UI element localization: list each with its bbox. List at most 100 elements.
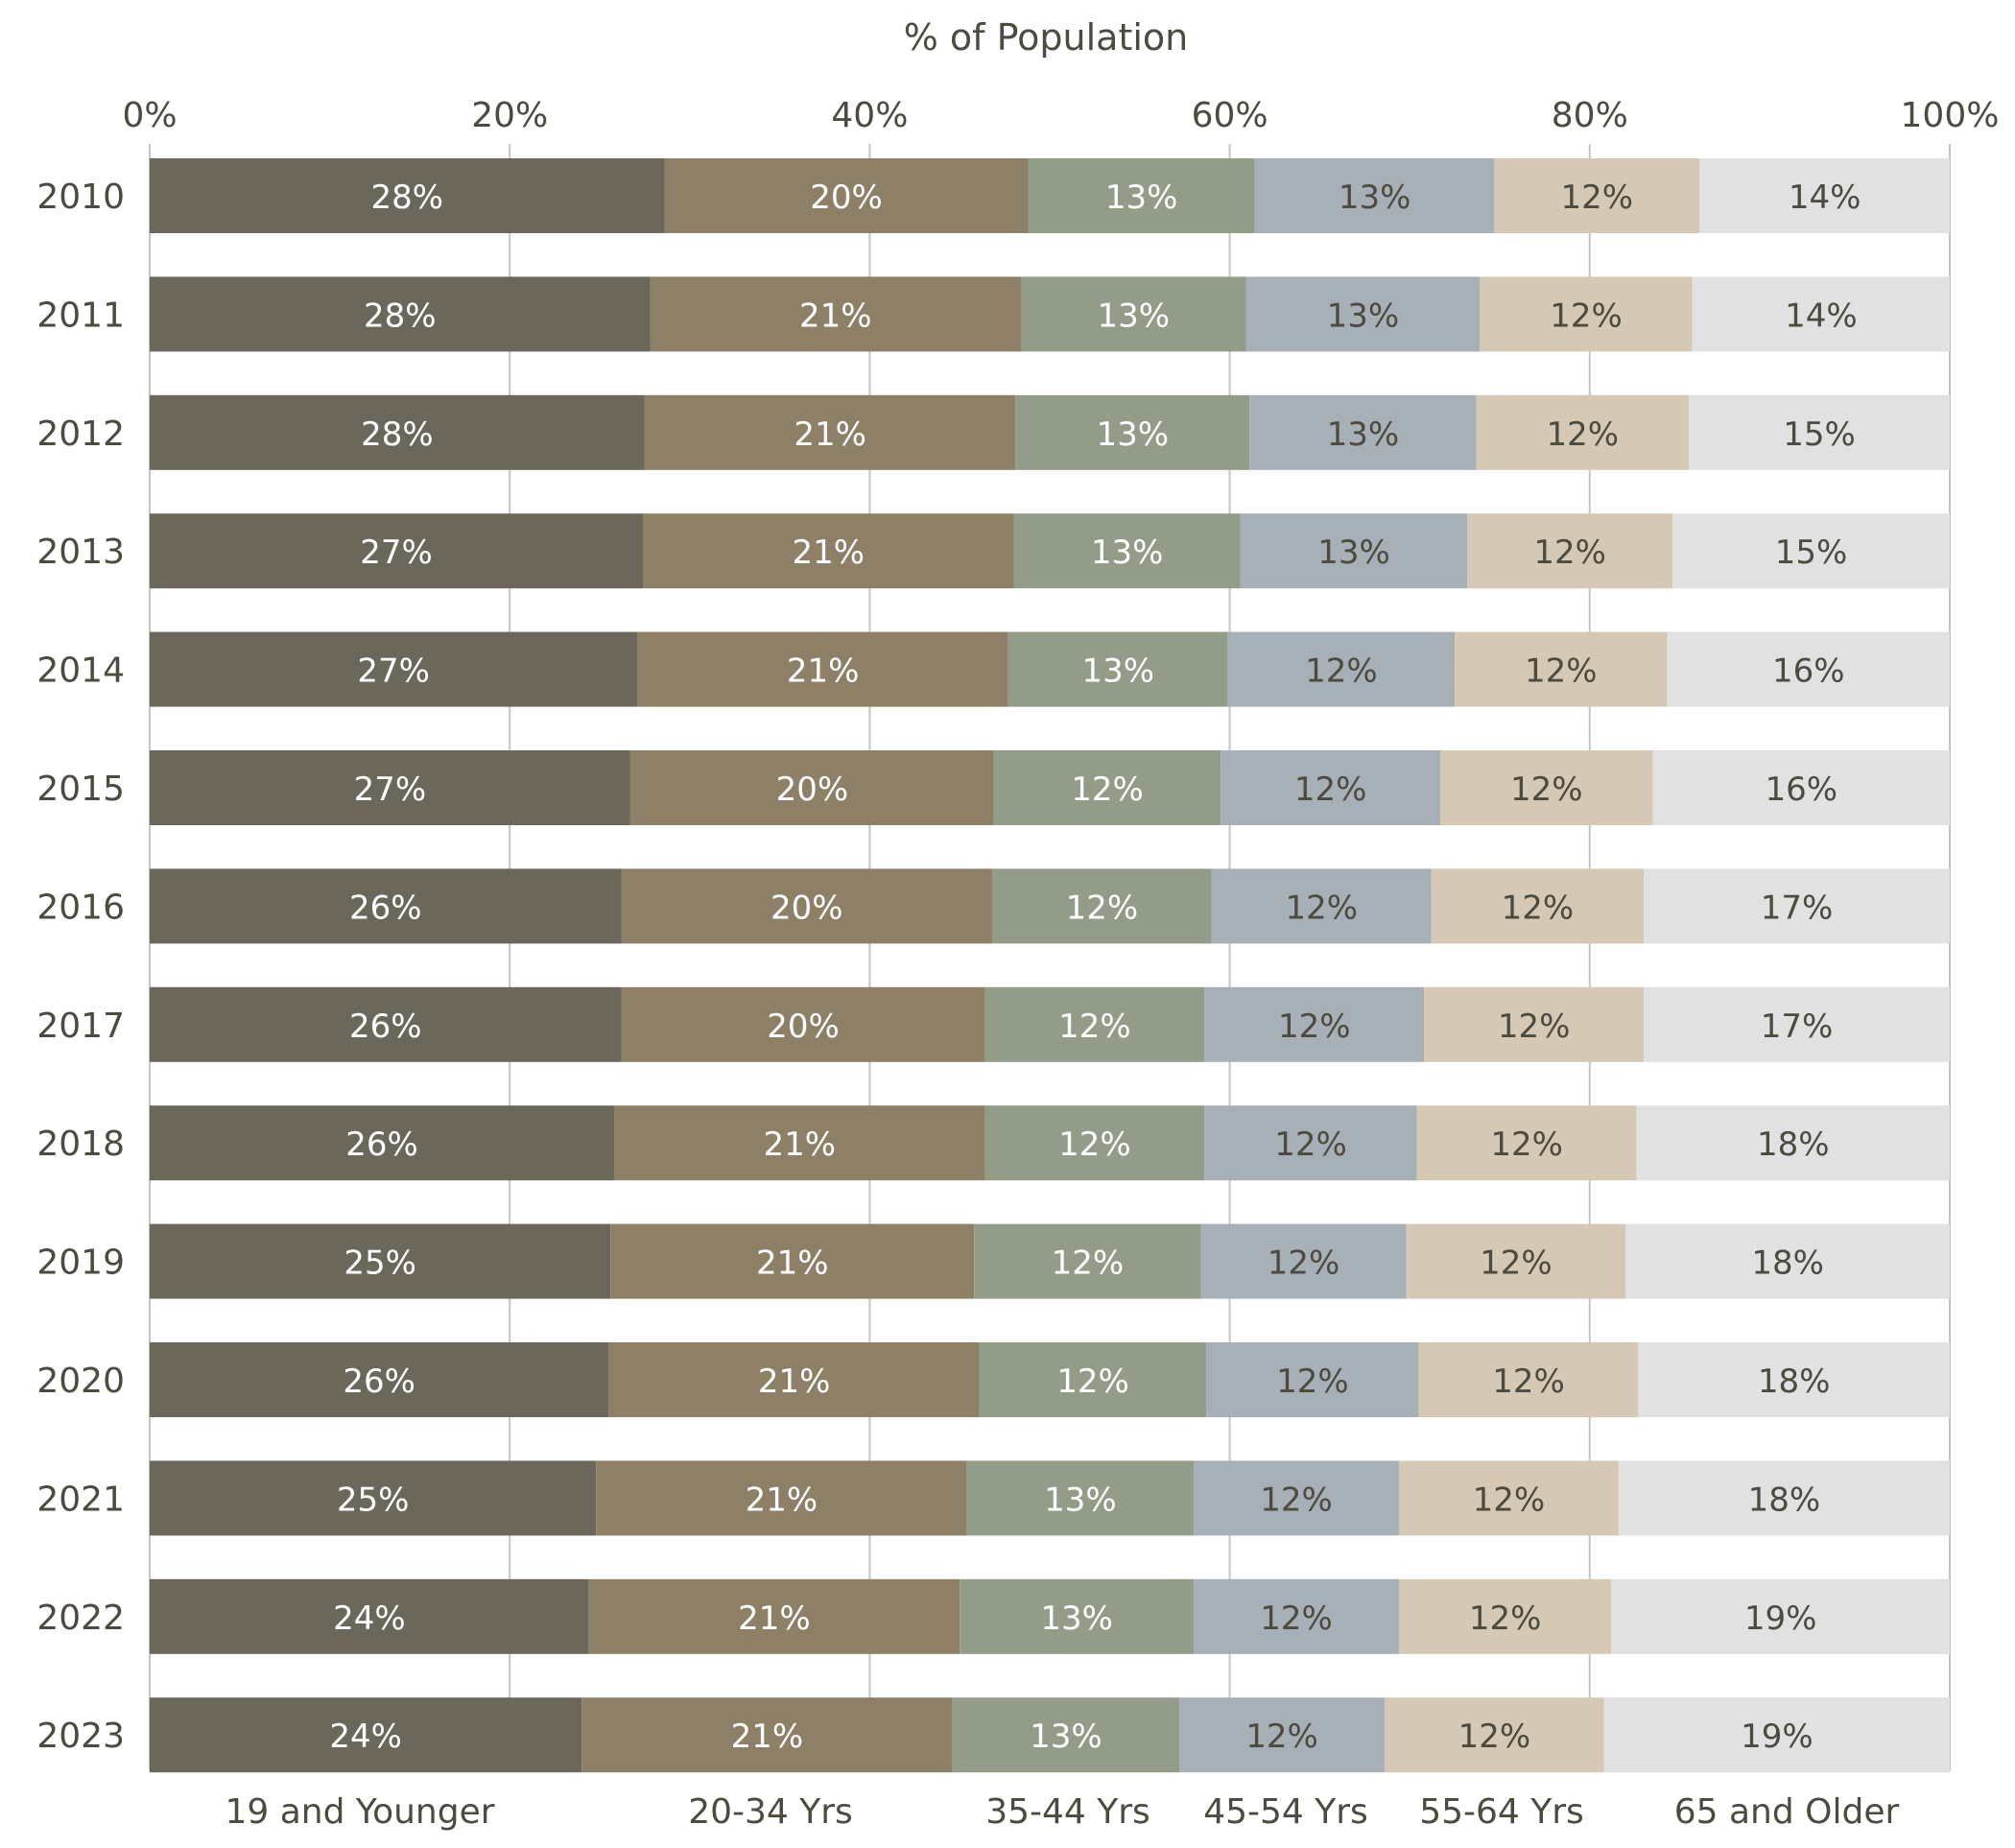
bar-segment xyxy=(637,631,1008,707)
bar-segment xyxy=(1494,158,1700,233)
y-tick-label: 2011 xyxy=(36,296,125,335)
bar-segment xyxy=(1431,868,1645,944)
bar-segment xyxy=(1667,631,1950,707)
data-label: 26% xyxy=(349,888,422,927)
bar-segment xyxy=(1249,394,1477,470)
data-label: 13% xyxy=(1044,1481,1117,1519)
bar-segment xyxy=(608,1342,980,1417)
bar-segment xyxy=(1204,986,1425,1062)
data-label: 21% xyxy=(763,1125,836,1164)
bar-segment xyxy=(991,868,1212,944)
bar-segment xyxy=(1398,1460,1619,1536)
bar-segment xyxy=(1015,394,1250,470)
bar-segment xyxy=(596,1460,967,1536)
data-label: 12% xyxy=(1274,1125,1347,1164)
bar-segment xyxy=(1028,158,1255,233)
legend-item: 35-44 Yrs xyxy=(985,1792,1150,1832)
legend-item: 20-34 Yrs xyxy=(688,1792,853,1832)
data-label: 20% xyxy=(810,178,883,217)
data-label: 12% xyxy=(1066,888,1139,927)
data-label: 12% xyxy=(1492,1362,1565,1401)
data-label: 12% xyxy=(1469,1599,1542,1638)
bar-segment xyxy=(1416,1105,1637,1181)
bar-segment xyxy=(1603,1697,1950,1773)
bars: 28% 20% 13% 13% 12% 14% 28% 21% 13% 13% 12% 14% 28% 2… xyxy=(150,158,1950,1773)
data-label: 26% xyxy=(349,1007,422,1046)
bar-segment xyxy=(1179,1697,1385,1773)
data-label: 19% xyxy=(1744,1599,1817,1638)
data-label: 19% xyxy=(1741,1718,1814,1756)
bar-segment xyxy=(960,1578,1195,1654)
bar-segment xyxy=(1020,276,1246,352)
data-label: 20% xyxy=(770,888,843,927)
data-label: 12% xyxy=(1056,1362,1129,1401)
data-label: 12% xyxy=(1285,888,1358,927)
bar-segment xyxy=(1194,1578,1399,1654)
bar-segment xyxy=(1204,1105,1417,1181)
data-label: 12% xyxy=(1473,1481,1546,1519)
data-label: 12% xyxy=(1245,1718,1318,1756)
data-label: 12% xyxy=(1480,1244,1553,1283)
bar-segment xyxy=(150,394,645,470)
x-tick-label: 60% xyxy=(1192,96,1268,135)
legend-item: 55-64 Yrs xyxy=(1419,1792,1584,1832)
bar-segment xyxy=(1644,986,1950,1062)
data-label: 16% xyxy=(1772,652,1845,691)
data-label: 26% xyxy=(343,1362,415,1401)
data-label: 18% xyxy=(1751,1244,1824,1283)
bar-segment xyxy=(1245,276,1481,352)
data-label: 12% xyxy=(1547,415,1620,454)
data-label: 13% xyxy=(1091,533,1164,572)
data-label: 13% xyxy=(1317,533,1390,572)
data-label: 18% xyxy=(1748,1481,1821,1519)
data-label: 12% xyxy=(1305,652,1378,691)
data-label: 12% xyxy=(1052,1244,1125,1283)
data-label: 21% xyxy=(746,1481,818,1519)
bar-segment xyxy=(1398,1578,1612,1654)
data-label: 21% xyxy=(787,652,860,691)
data-label: 13% xyxy=(1097,296,1170,335)
bar-segment xyxy=(581,1697,953,1773)
data-label: 12% xyxy=(1268,1244,1340,1283)
y-tick-label: 2020 xyxy=(36,1362,125,1401)
data-label: 12% xyxy=(1490,1125,1563,1164)
y-tick-label: 2014 xyxy=(36,652,125,691)
bar-segment xyxy=(150,1105,615,1181)
bar-segment xyxy=(1211,868,1432,944)
data-label: 12% xyxy=(1458,1718,1531,1756)
data-label: 24% xyxy=(333,1599,406,1638)
bar-segment xyxy=(629,750,994,825)
y-tick-label: 2012 xyxy=(36,415,125,454)
legend: 19 and Younger 20-34 Yrs 35-44 Yrs 45-54 Yr… xyxy=(225,1792,1899,1832)
data-label: 21% xyxy=(794,415,866,454)
bar-segment xyxy=(1240,513,1468,589)
bar-segment xyxy=(1672,513,1950,589)
data-label: 13% xyxy=(1339,178,1411,217)
bar-segment xyxy=(952,1697,1180,1773)
bar-segment xyxy=(993,750,1221,825)
x-tick-label: 40% xyxy=(831,96,908,135)
data-label: 12% xyxy=(1058,1007,1131,1046)
bar-segment xyxy=(1480,276,1693,352)
bar-segment xyxy=(979,1342,1207,1417)
bar-segment xyxy=(1467,513,1673,589)
data-label: 13% xyxy=(1327,415,1400,454)
data-label: 12% xyxy=(1533,533,1606,572)
bar-segment xyxy=(621,868,992,944)
bar-segment xyxy=(1194,1460,1399,1536)
y-axis-labels: 2010 2011 2012 2013 2014 2015 2016 2017 2018 2019… xyxy=(36,178,125,1756)
bar-segment xyxy=(1440,750,1653,825)
legend-item: 45-54 Yrs xyxy=(1203,1792,1368,1832)
data-label: 21% xyxy=(792,533,865,572)
data-label: 13% xyxy=(1081,652,1154,691)
data-label: 13% xyxy=(1105,178,1178,217)
bar-segment xyxy=(621,986,985,1062)
data-label: 12% xyxy=(1502,888,1575,927)
data-label: 12% xyxy=(1260,1599,1333,1638)
data-label: 21% xyxy=(758,1362,831,1401)
data-label: 12% xyxy=(1278,1007,1351,1046)
bar-segment xyxy=(644,394,1016,470)
bar-segment xyxy=(650,276,1021,352)
bar-segment xyxy=(150,868,622,944)
